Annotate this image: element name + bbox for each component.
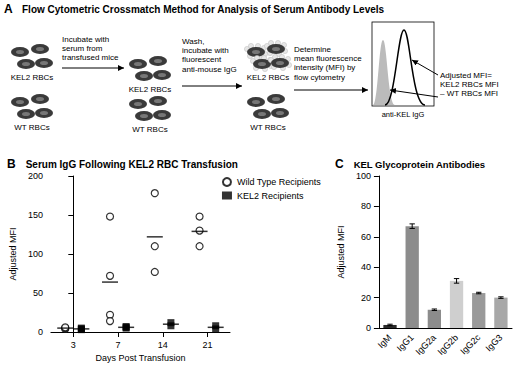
svg-text:0: 0 — [366, 323, 371, 333]
svg-text:14: 14 — [158, 340, 168, 350]
svg-text:3: 3 — [71, 340, 76, 350]
svg-text:WT RBCs: WT RBCs — [14, 123, 49, 132]
svg-text:KEL2 Recipients: KEL2 Recipients — [237, 191, 304, 201]
svg-text:Wash,incubate withfluorescenta: Wash,incubate withfluorescentanti-mouse … — [182, 37, 237, 74]
svg-text:IgG1: IgG1 — [394, 332, 416, 354]
svg-text:IgG2c: IgG2c — [458, 332, 482, 356]
svg-text:KEL2 RBCs: KEL2 RBCs — [247, 73, 290, 82]
svg-text:Flow Cytometric Crossmatch Met: Flow Cytometric Crossmatch Method for An… — [22, 4, 385, 15]
svg-text:Determinemean fluorescenceinte: Determinemean fluorescenceintensity (MFI… — [294, 45, 362, 82]
svg-text:80: 80 — [361, 201, 371, 211]
svg-text:IgG3: IgG3 — [484, 332, 505, 353]
svg-text:21: 21 — [203, 340, 213, 350]
svg-text:7: 7 — [116, 340, 121, 350]
svg-text:20: 20 — [361, 293, 371, 303]
svg-text:200: 200 — [28, 171, 43, 181]
svg-text:Adjusted MFI: Adjusted MFI — [336, 225, 346, 278]
svg-text:C: C — [335, 157, 344, 171]
svg-text:WT RBCs: WT RBCs — [132, 125, 167, 134]
svg-text:50: 50 — [33, 288, 43, 298]
svg-text:0: 0 — [38, 327, 43, 337]
svg-text:anti-KEL IgG: anti-KEL IgG — [382, 110, 425, 119]
svg-text:KEL Glycoprotein Antibodies: KEL Glycoprotein Antibodies — [354, 159, 485, 170]
svg-text:40: 40 — [361, 262, 371, 272]
svg-text:Serum IgG Following KEL2 RBC T: Serum IgG Following KEL2 RBC Transfusion — [26, 159, 238, 170]
svg-text:IgG2a: IgG2a — [414, 332, 438, 356]
svg-text:KEL2 RBCs: KEL2 RBCs — [129, 85, 172, 94]
svg-text:Days Post Transfusion: Days Post Transfusion — [95, 353, 185, 363]
svg-text:Incubate withserum fromtransfu: Incubate withserum fromtransfused mice — [62, 35, 119, 62]
svg-text:Wild Type Recipients: Wild Type Recipients — [237, 177, 321, 187]
svg-text:A: A — [4, 2, 13, 16]
svg-text:KEL2 RBCs: KEL2 RBCs — [11, 73, 54, 82]
svg-text:IgG2b: IgG2b — [436, 332, 460, 356]
svg-text:IgM: IgM — [376, 332, 394, 350]
svg-text:Adjusted MFI: Adjusted MFI — [8, 227, 18, 280]
svg-text:100: 100 — [356, 171, 371, 181]
svg-text:150: 150 — [28, 210, 43, 220]
svg-text:100: 100 — [28, 249, 43, 259]
svg-text:WT RBCs: WT RBCs — [250, 123, 285, 132]
svg-text:60: 60 — [361, 232, 371, 242]
svg-text:Adjusted MFI=KEL2 RBCs MFI– WT: Adjusted MFI=KEL2 RBCs MFI– WT RBCs MFI — [440, 71, 499, 98]
svg-text:B: B — [7, 157, 16, 171]
